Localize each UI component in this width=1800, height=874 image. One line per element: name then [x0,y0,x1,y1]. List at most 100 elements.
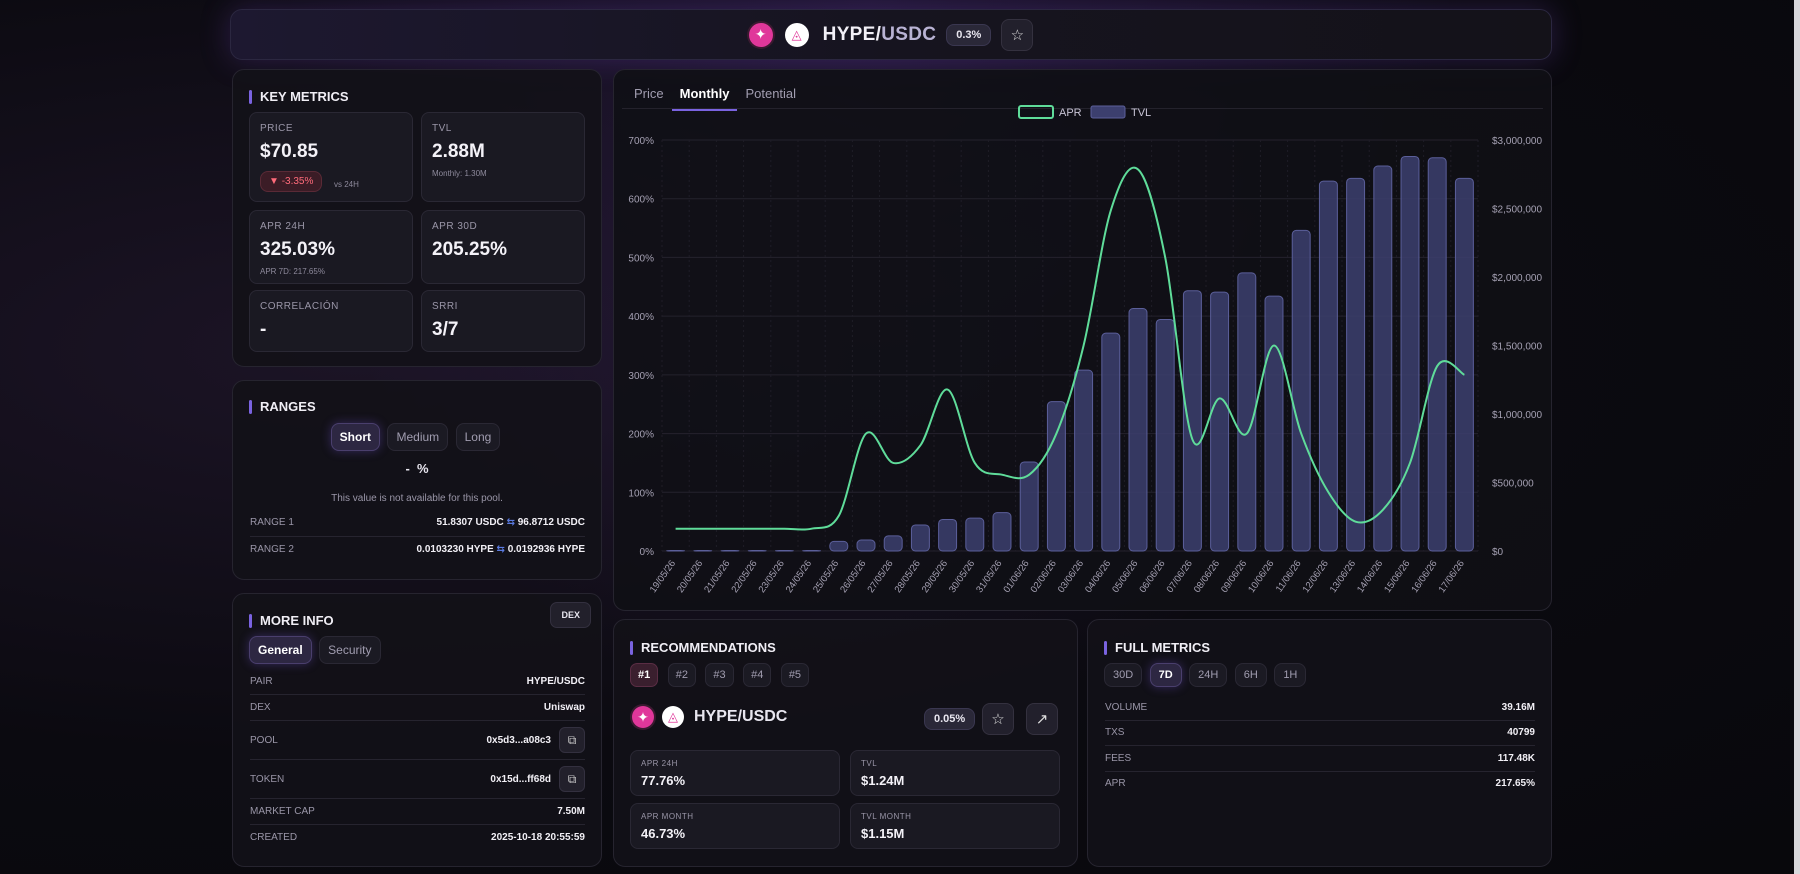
rec-favorite-star-icon[interactable]: ☆ [982,703,1014,735]
hype-token-icon: ✦ [632,706,654,728]
x-tick-label: 22/05/26 [729,558,759,595]
y-left-tick-label: 500% [628,253,654,264]
copy-token-icon[interactable]: ⧉ [559,766,585,792]
apr-tvl-chart: 0% 100% 200% 300% 400% 500% 600% 700% $0 $500,000… [628,105,1542,595]
x-tick-label: 13/06/26 [1328,558,1358,595]
apr-line [675,166,1465,531]
copy-pool-icon[interactable]: ⧉ [559,727,585,753]
x-tick-label: 20/05/26 [675,558,705,595]
rec-tvl-month-value: $1.15M [861,826,905,841]
ranges-title: RANGES [249,399,316,414]
rec-open-arrow-icon[interactable]: ↗ [1026,703,1058,735]
period-7d[interactable]: 7D [1149,663,1182,687]
chart-tabs: Price Monthly Potential [626,78,804,111]
y-left-tick-label: 700% [628,136,654,147]
rank-1-chip[interactable]: #1 [630,663,659,687]
swap-arrows-icon: ⇆ [496,544,505,555]
range-long-pill[interactable]: Long [455,423,501,451]
pair-quote: USDC [881,23,937,45]
pair-base: HYPE/ [822,23,882,45]
metric-key: VOLUME [1105,702,1148,713]
tab-price[interactable]: Price [634,86,664,101]
metric-value: 217.65% [1495,778,1535,789]
divider [250,536,585,537]
tvl-bar [1427,157,1447,552]
dex-button[interactable]: DEX [550,602,591,628]
info-value: 0x15d...ff68d [490,773,551,785]
metric-value: 40799 [1507,727,1535,738]
apr24-value: 325.03% [260,239,336,260]
info-row-pool: POOL 0x5d3...a08c3 ⧉ [250,727,585,753]
info-value: Uniswap [543,702,585,713]
range2-value: 0.0103230 HYPE ⇆ 0.0192936 HYPE [416,544,585,555]
y-left-tick-label: 0% [640,547,655,558]
x-tick-label: 14/06/26 [1355,558,1385,595]
range1-low: 51.8307 USDC [436,517,504,528]
apr7d-sub: APR 7D: 217.65% [260,267,325,276]
x-tick-label: 21/05/26 [702,558,732,595]
range-options: Short Medium Long [233,423,601,451]
x-tick-label: 08/06/26 [1192,558,1222,595]
range-medium-pill[interactable]: Medium [387,423,449,451]
price-card: PRICE $70.85 ▼ -3.35% vs 24H [249,112,413,202]
x-tick-label: 29/05/26 [920,558,950,595]
apr30-value: 205.25% [432,239,508,260]
info-key: DEX [250,702,271,713]
tvl-bar [1046,401,1066,552]
tab-general[interactable]: General [249,636,312,664]
period-24h[interactable]: 24H [1189,663,1228,687]
metric-key: TXS [1105,727,1125,738]
srri-label: SRRI [432,301,458,312]
divider [250,720,585,721]
y-right-tick-label: $1,000,000 [1492,410,1542,421]
range2-label: RANGE 2 [250,544,294,555]
rank-2-chip[interactable]: #2 [667,663,696,687]
scrollbar-track[interactable] [1794,0,1800,874]
info-value-wrap: 0x5d3...a08c3 ⧉ [486,727,585,753]
info-key: MARKET CAP [250,806,315,817]
metric-row-volume: VOLUME 39.16M [1105,702,1535,713]
apr30-label: APR 30D [432,221,478,232]
favorite-star-icon[interactable]: ☆ [1001,18,1034,51]
tvl-bar [1074,369,1094,552]
tvl-card: TVL 2.88M Monthly: 1.30M [421,112,585,202]
range-short-pill[interactable]: Short [330,423,381,451]
tab-monthly[interactable]: Monthly [671,78,738,111]
rec-tvl-label: TVL [861,759,878,768]
tvl-bar [1210,291,1230,552]
srri-card: SRRI 3/7 [421,290,585,352]
apr24-card: APR 24H 325.03% APR 7D: 217.65% [249,210,413,284]
rank-3-chip[interactable]: #3 [705,663,734,687]
tab-potential[interactable]: Potential [745,86,797,101]
rank-5-chip[interactable]: #5 [780,663,810,687]
tvl-label: TVL [432,123,452,134]
period-30d[interactable]: 30D [1104,663,1143,687]
key-metrics-panel: KEY METRICS PRICE $70.85 ▼ -3.35% vs 24H… [232,69,602,367]
metric-row-fees: FEES 117.48K [1105,753,1535,764]
more-info-tabs: General Security [249,636,384,664]
period-6h[interactable]: 6H [1234,663,1267,687]
tvl-bar [1454,177,1474,552]
divider [1105,771,1535,772]
info-value: HYPE/USDC [526,676,585,687]
tvl-bar [666,550,686,552]
metric-row-txs: TXS 40799 [1105,727,1535,738]
info-row-token: TOKEN 0x15d...ff68d ⧉ [250,766,585,792]
x-tick-label: 30/05/26 [947,558,977,595]
rank-4-chip[interactable]: #4 [743,663,772,687]
info-value: 0x5d3...a08c3 [486,734,552,746]
full-metrics-panel: FULL METRICS 30D 7D 24H 6H 1H VOLUME 39.1… [1087,619,1552,867]
tab-security[interactable]: Security [319,636,381,664]
tvl-bar [1237,272,1257,552]
range-value: - % [405,461,429,476]
tabs-divider [622,108,1543,109]
usdc-token-icon: ◬ [784,22,809,47]
rec-apr24-value: 77.76% [641,773,686,788]
period-1h[interactable]: 1H [1274,663,1307,687]
y-left-tick-label: 600% [628,195,654,206]
info-value-wrap: 0x15d...ff68d ⧉ [490,766,585,792]
metric-value: 39.16M [1501,702,1535,713]
price-change-value: -3.35% [281,176,314,187]
x-tick-label: 04/06/26 [1083,558,1113,595]
info-key: CREATED [250,832,298,843]
